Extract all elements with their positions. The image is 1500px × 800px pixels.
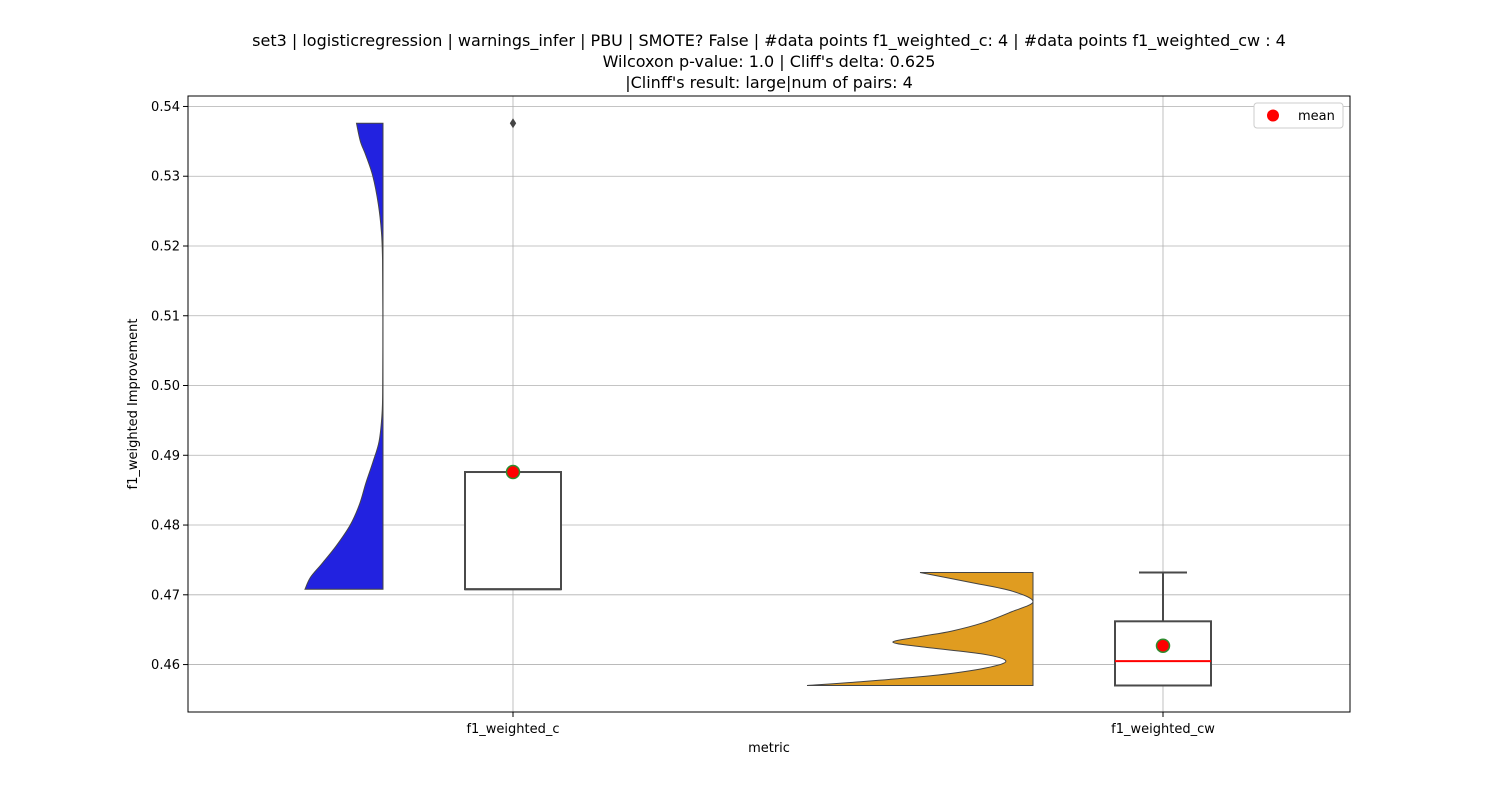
title-line-1: set3 | logisticregression | warnings_inf… — [252, 31, 1286, 51]
title-line-3: |Clinff's result: large|num of pairs: 4 — [625, 73, 913, 92]
chart-title: set3 | logisticregression | warnings_inf… — [252, 31, 1286, 92]
gridlines — [188, 96, 1350, 712]
legend: mean — [1253, 102, 1344, 129]
x-axis-label: metric — [748, 741, 790, 756]
plot-frame — [187, 95, 1351, 713]
y-tick-label: 0.50 — [151, 379, 180, 394]
y-axis: 0.46 0.47 0.48 0.49 0.50 0.51 0.52 0.53 0.54 — [151, 100, 188, 673]
x-axis: f1_weighted_c f1_weighted_cw — [466, 712, 1215, 737]
title-line-2: Wilcoxon p-value: 1.0 | Cliff's delta: 0… — [603, 52, 936, 71]
box-f1_weighted_cw — [1114, 620, 1212, 687]
violin-f1_weighted_c — [304, 122, 384, 590]
legend-box — [1253, 102, 1344, 129]
y-axis-label: f1_weighted Improvement — [126, 318, 141, 489]
y-tick-label: 0.46 — [151, 658, 180, 673]
mean-marker-f1_weighted_c — [505, 464, 521, 480]
mean-marker-f1_weighted_cw — [1155, 638, 1171, 653]
y-tick-label: 0.48 — [151, 519, 180, 534]
legend-mean-label: mean — [1298, 109, 1335, 124]
outlier-point — [509, 118, 517, 129]
mean-markers — [505, 464, 1171, 653]
y-tick-label: 0.54 — [151, 100, 180, 115]
x-tick-label: f1_weighted_cw — [1111, 722, 1215, 737]
y-tick-label: 0.52 — [151, 239, 180, 254]
y-tick-label: 0.51 — [151, 309, 180, 324]
violins — [304, 122, 1034, 686]
y-tick-label: 0.49 — [151, 449, 180, 464]
box-f1_weighted_c — [464, 471, 562, 591]
legend-mean-marker — [1267, 109, 1279, 122]
boxplots — [464, 118, 1212, 687]
y-tick-label: 0.53 — [151, 170, 180, 185]
x-tick-label: f1_weighted_c — [466, 722, 559, 737]
violin-f1_weighted_cw — [806, 571, 1034, 686]
y-tick-label: 0.47 — [151, 588, 180, 603]
